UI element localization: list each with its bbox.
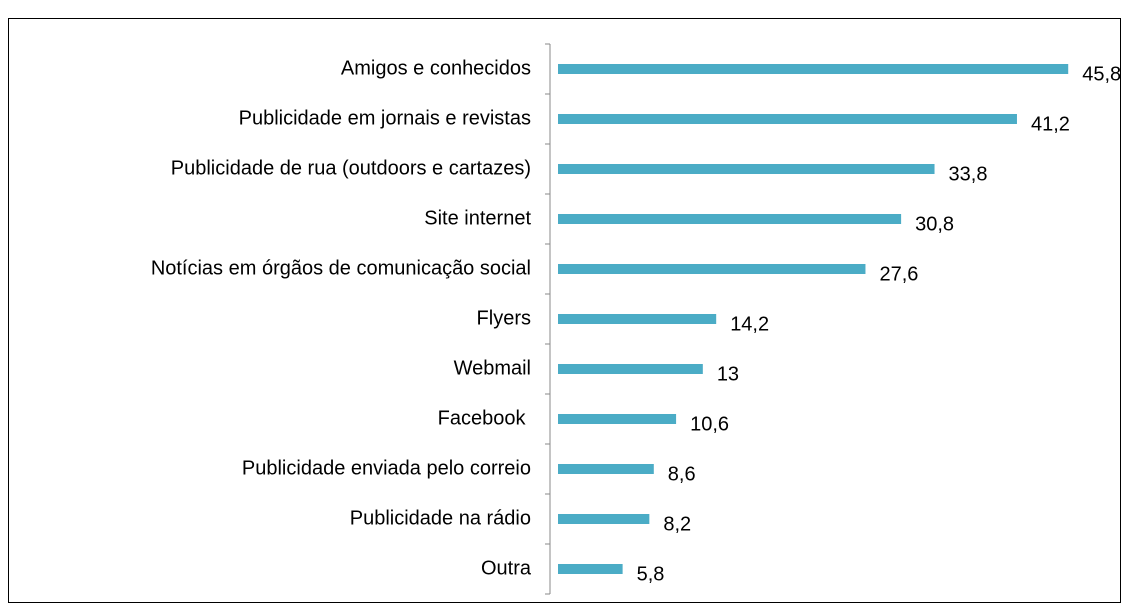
- bar: [558, 364, 703, 374]
- value-label: 8,2: [663, 513, 691, 535]
- category-label: Site internet: [424, 207, 531, 229]
- bar: [558, 564, 623, 574]
- bar: [558, 314, 717, 324]
- value-label: 27,6: [879, 263, 918, 285]
- value-label: 8,6: [668, 463, 696, 485]
- value-label: 33,8: [949, 163, 988, 185]
- category-label: Webmail: [454, 357, 531, 379]
- value-label: 14,2: [730, 313, 769, 335]
- category-label: Publicidade na rádio: [350, 507, 531, 529]
- bar: [558, 264, 866, 274]
- value-label: 5,8: [637, 563, 665, 585]
- bar: [558, 514, 650, 524]
- value-label: 41,2: [1031, 113, 1070, 135]
- category-label: Notícias em órgãos de comunicação social: [151, 257, 531, 279]
- category-label: Publicidade em jornais e revistas: [239, 107, 531, 129]
- category-label: Outra: [481, 557, 532, 579]
- bar: [558, 414, 677, 424]
- chart-frame: [8, 18, 1121, 603]
- category-label: Amigos e conhecidos: [341, 57, 531, 79]
- category-label: Facebook: [438, 407, 531, 429]
- value-label: 13: [717, 363, 739, 385]
- value-label: 30,8: [915, 213, 954, 235]
- value-label: 45,8: [1082, 63, 1121, 85]
- value-label: 10,6: [690, 413, 729, 435]
- category-label: Publicidade enviada pelo correio: [242, 457, 531, 479]
- bar: [558, 164, 935, 174]
- category-label: Publicidade de rua (outdoors e cartazes): [171, 157, 531, 179]
- category-label: Flyers: [477, 307, 531, 329]
- bar: [558, 114, 1017, 124]
- bar: [558, 464, 654, 474]
- bar: [558, 214, 902, 224]
- bar: [558, 64, 1069, 74]
